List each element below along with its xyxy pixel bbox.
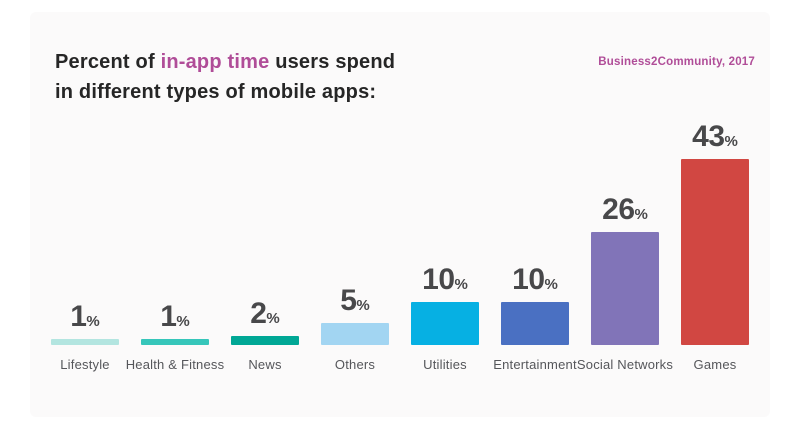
bar-column: 26% Social Networks — [577, 195, 673, 373]
value-label: 26% — [602, 195, 648, 225]
category-label: Lifestyle — [60, 357, 110, 372]
title-suffix: users spend — [269, 51, 396, 73]
value-label: 43% — [692, 122, 738, 152]
bar-chart: 1% Lifestyle 1% Health & Fitness 2% News… — [40, 12, 760, 373]
category-label: Games — [693, 357, 737, 372]
value-number: 10 — [422, 263, 455, 296]
bar — [51, 339, 119, 345]
bar — [501, 302, 569, 345]
category-label: Entertainment — [493, 357, 577, 372]
value-percent-sign: % — [634, 206, 648, 223]
chart-title: Percent of in-app time users spend in di… — [55, 47, 475, 107]
value-percent-sign: % — [86, 313, 100, 330]
value-number: 1 — [160, 300, 177, 333]
value-number: 1 — [70, 300, 87, 333]
source-attribution: Business2Community, 2017 — [598, 56, 755, 68]
bar — [591, 232, 659, 345]
category-label: Utilities — [423, 357, 467, 372]
category-label: Social Networks — [576, 357, 674, 372]
bar — [141, 339, 209, 345]
value-label: 10% — [512, 265, 558, 295]
value-number: 10 — [512, 263, 545, 296]
value-number: 26 — [602, 193, 635, 226]
value-label: 2% — [250, 299, 280, 329]
value-number: 43 — [692, 120, 725, 153]
bar-column: 1% Health & Fitness — [126, 302, 224, 373]
value-number: 2 — [250, 297, 267, 330]
value-label: 5% — [340, 286, 370, 316]
chart-card: Percent of in-app time users spend in di… — [30, 12, 770, 417]
category-label: News — [248, 357, 282, 372]
bar — [321, 323, 389, 345]
bar-column: 10% Utilities — [400, 265, 490, 372]
value-label: 1% — [70, 302, 100, 332]
title-highlight: in-app time — [160, 51, 270, 73]
bar-column: 10% Entertainment — [490, 265, 580, 373]
category-label: Health & Fitness — [125, 357, 225, 372]
category-label: Others — [334, 357, 376, 372]
bar-column: 5% Others — [310, 286, 400, 372]
value-percent-sign: % — [544, 276, 558, 293]
value-label: 1% — [160, 302, 190, 332]
value-percent-sign: % — [356, 297, 370, 314]
bar — [681, 159, 749, 345]
bar — [411, 302, 479, 345]
value-percent-sign: % — [454, 276, 468, 293]
value-label: 10% — [422, 265, 468, 295]
value-percent-sign: % — [266, 310, 280, 327]
bar-column: 43% Games — [670, 122, 760, 372]
bar — [231, 336, 299, 345]
value-percent-sign: % — [724, 133, 738, 150]
bar-column: 2% News — [220, 299, 310, 372]
value-number: 5 — [340, 284, 357, 317]
value-percent-sign: % — [176, 313, 190, 330]
title-line2: in different types of mobile apps: — [55, 81, 377, 103]
title-prefix: Percent of — [55, 51, 161, 73]
bar-column: 1% Lifestyle — [40, 302, 130, 372]
